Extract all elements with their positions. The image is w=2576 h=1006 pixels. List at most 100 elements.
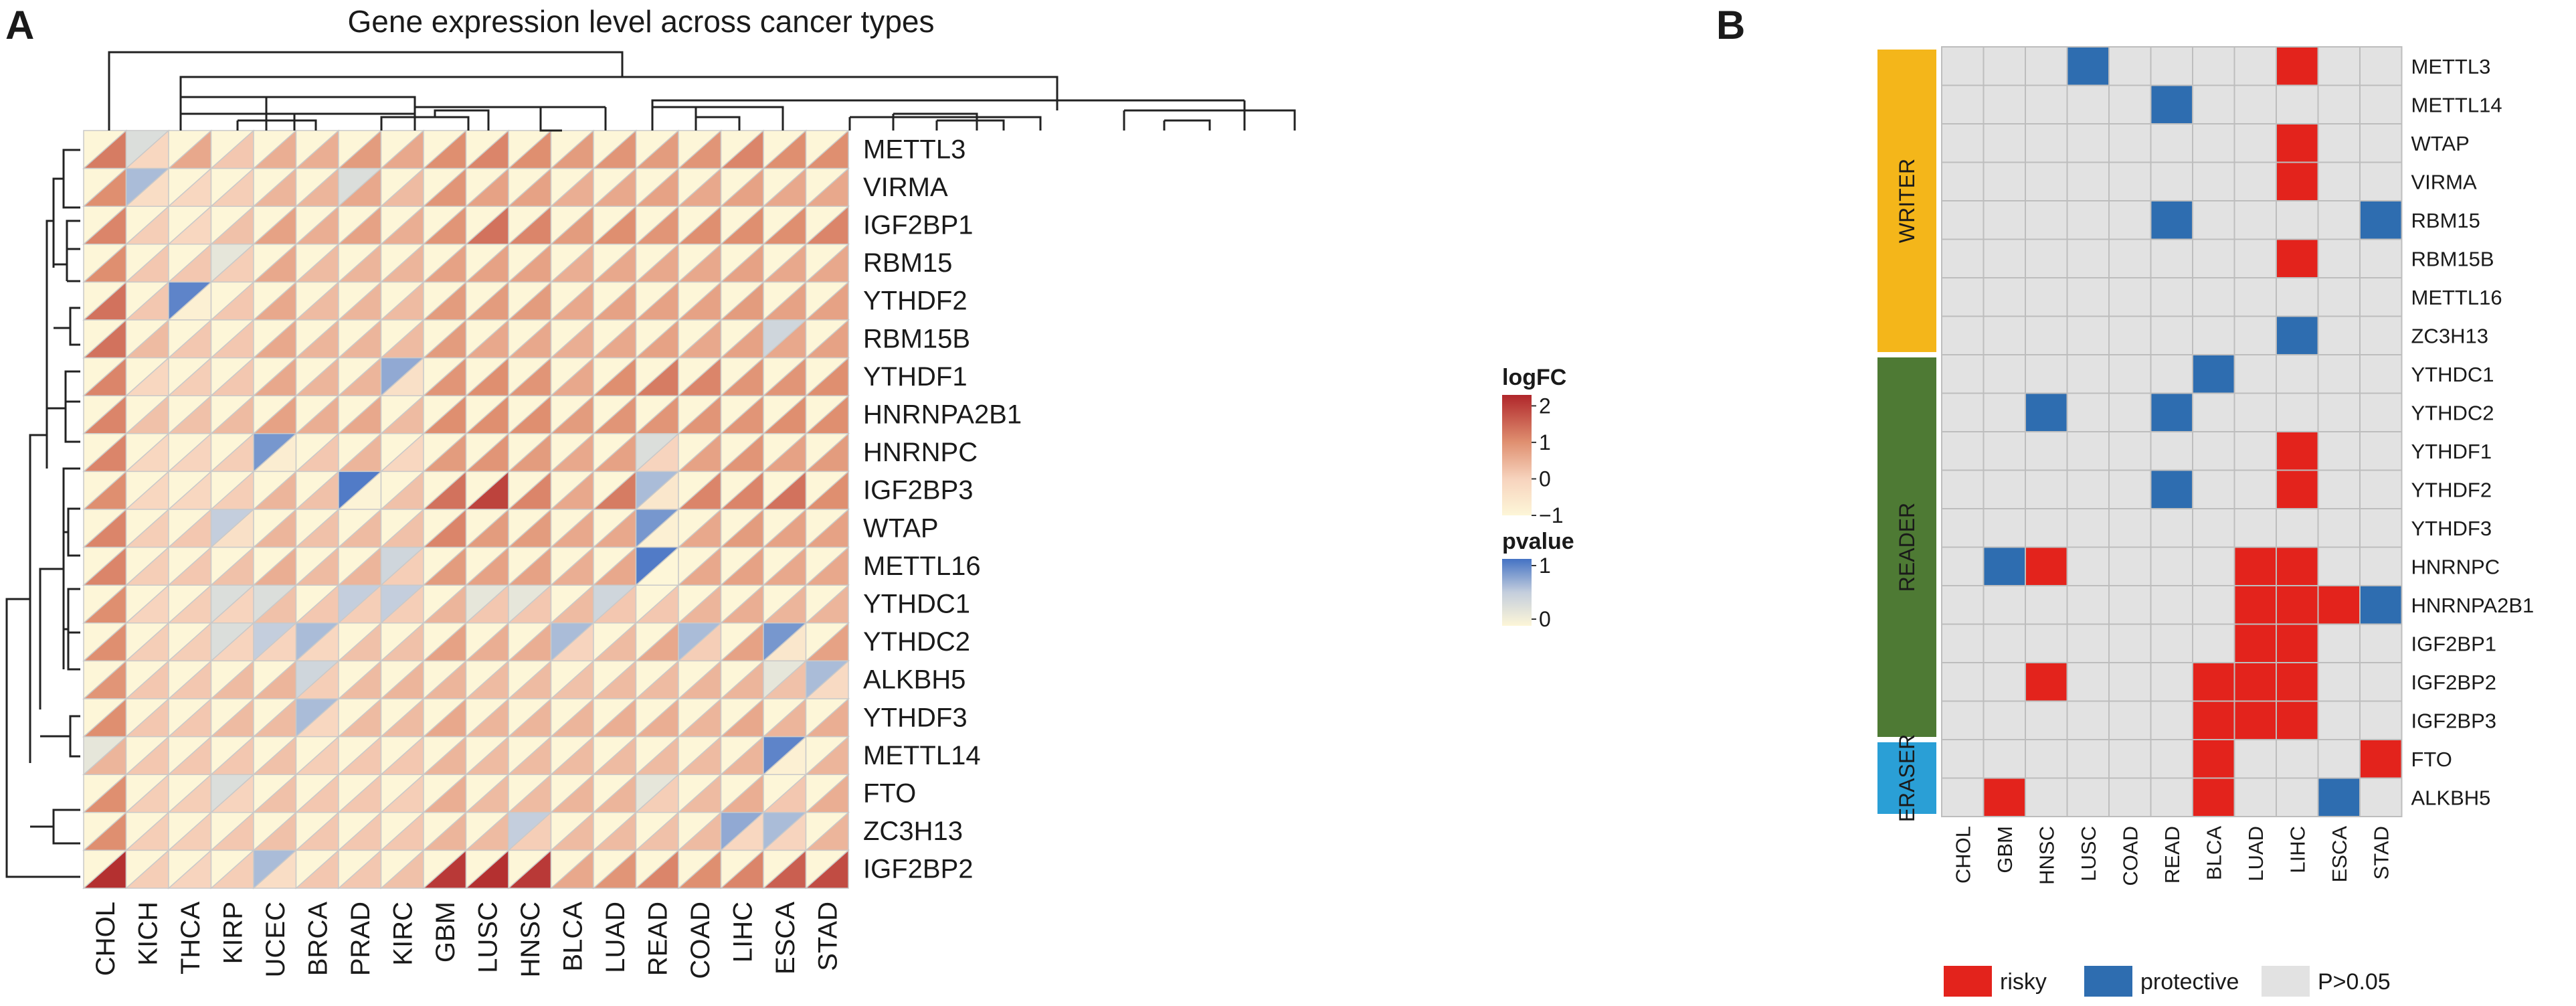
cell-pvalue-YTHDC1-COAD: [678, 584, 723, 624]
cell-METTL14-COAD: [2108, 84, 2152, 124]
cell-pvalue-YTHDC1-GBM: [423, 584, 468, 624]
logfc-tick-label: 0: [1539, 467, 1551, 491]
cell-pvalue-VIRMA-COAD: [678, 167, 723, 207]
cell-pvalue-WTAP-STAD: [805, 509, 850, 549]
cell-HNRNPC-COAD: [2108, 546, 2152, 586]
cell-pvalue-YTHDC1-UCEC: [253, 584, 298, 624]
cell-pvalue-YTHDF2-BLCA: [550, 281, 595, 321]
cell-pvalue-METTL16-BRCA: [295, 546, 340, 586]
column-label-BRCA: BRCA: [303, 902, 333, 976]
cell-pvalue-VIRMA-CHOL: [83, 167, 128, 207]
cell-pvalue-YTHDF2-GBM: [423, 281, 468, 321]
cell-RBM15-LIHC: [2276, 200, 2319, 240]
cell-pvalue-FTO-READ: [635, 774, 680, 814]
cell-METTL14-LUAD: [2233, 84, 2277, 124]
cell-pvalue-METTL3-KICH: [125, 130, 170, 170]
cell-HNRNPA2B1-HNSC: [2025, 585, 2068, 625]
cell-YTHDC1-READ: [2150, 354, 2193, 394]
cell-RBM15-COAD: [2108, 200, 2152, 240]
cell-YTHDC1-STAD: [2359, 354, 2403, 394]
pvalue-tick-label: 0: [1539, 607, 1551, 631]
cell-pvalue-FTO-KICH: [125, 774, 170, 814]
panel-b: B WRITER READER ERASER METTL3 METTL14 WTAP VI…: [1716, 3, 2534, 997]
cell-pvalue-HNRNPC-STAD: [805, 433, 850, 473]
cell-IGF2BP1-BLCA: [2192, 623, 2235, 663]
cell-pvalue-RBM15B-HNSC: [508, 319, 553, 359]
cell-pvalue-IGF2BP1-ESCA: [763, 205, 808, 246]
cell-pvalue-ZC3H13-PRAD: [338, 812, 383, 852]
cell-pvalue-FTO-HNSC: [508, 774, 553, 814]
column-label-GBM: GBM: [431, 902, 460, 962]
cell-pvalue-METTL16-LUAD: [593, 546, 638, 586]
cell-pvalue-WTAP-BLCA: [550, 509, 595, 549]
cell-YTHDC2-LUAD: [2233, 392, 2277, 432]
heatmap-b-cells: [1941, 46, 2403, 817]
cell-pvalue-ALKBH5-STAD: [805, 660, 850, 700]
cell-YTHDF3-GBM: [1983, 508, 2026, 548]
cell-pvalue-IGF2BP1-BLCA: [550, 205, 595, 246]
cell-pvalue-METTL14-UCEC: [253, 736, 298, 776]
cell-YTHDF1-LUSC: [2066, 431, 2110, 471]
cell-pvalue-YTHDF3-HNSC: [508, 698, 553, 738]
group-bar-eraser: [1877, 742, 1936, 814]
cell-YTHDF2-STAD: [2359, 469, 2403, 509]
cell-METTL16-LIHC: [2276, 277, 2319, 317]
cell-pvalue-IGF2BP3-LUAD: [593, 471, 638, 511]
cell-pvalue-RBM15B-KICH: [125, 319, 170, 359]
cell-pvalue-IGF2BP3-CHOL: [83, 471, 128, 511]
cell-pvalue-METTL14-PRAD: [338, 736, 383, 776]
cell-pvalue-IGF2BP3-COAD: [678, 471, 723, 511]
cell-IGF2BP2-COAD: [2108, 662, 2152, 702]
cell-pvalue-METTL16-PRAD: [338, 546, 383, 586]
cell-pvalue-IGF2BP3-UCEC: [253, 471, 298, 511]
row-label-METTL14: METTL14: [863, 741, 981, 770]
cell-pvalue-YTHDF2-COAD: [678, 281, 723, 321]
cell-pvalue-ZC3H13-KICH: [125, 812, 170, 852]
cell-pvalue-RBM15B-LUSC: [465, 319, 510, 359]
heatmap-b-column-labels: CHOL GBM HNSC LUSC COAD READ BLCA LUAD LIHC ESCA S…: [1951, 826, 2393, 886]
cell-pvalue-YTHDC2-BLCA: [550, 622, 595, 663]
cell-pvalue-FTO-LUAD: [593, 774, 638, 814]
cell-pvalue-METTL3-BLCA: [550, 130, 595, 170]
cell-HNRNPC-BLCA: [2192, 546, 2235, 586]
cell-pvalue-FTO-ESCA: [763, 774, 808, 814]
cell-pvalue-HNRNPA2B1-BRCA: [295, 395, 340, 435]
cell-pvalue-ZC3H13-STAD: [805, 812, 850, 852]
cell-METTL14-LIHC: [2276, 84, 2319, 124]
cell-pvalue-YTHDC1-LUAD: [593, 584, 638, 624]
cell-pvalue-IGF2BP3-READ: [635, 471, 680, 511]
cell-pvalue-VIRMA-HNSC: [508, 167, 553, 207]
cell-pvalue-WTAP-READ: [635, 509, 680, 549]
cell-IGF2BP1-HNSC: [2025, 623, 2068, 663]
cell-ZC3H13-LIHC: [2276, 315, 2319, 355]
cell-pvalue-IGF2BP1-BRCA: [295, 205, 340, 246]
cell-HNRNPC-CHOL: [1941, 546, 1985, 586]
cell-HNRNPC-LUSC: [2066, 546, 2110, 586]
cell-pvalue-METTL14-COAD: [678, 736, 723, 776]
cell-METTL3-COAD: [2108, 46, 2152, 86]
cell-pvalue-METTL14-KICH: [125, 736, 170, 776]
cell-IGF2BP2-CHOL: [1941, 662, 1985, 702]
cell-YTHDF1-LUAD: [2233, 431, 2277, 471]
cell-pvalue-ZC3H13-KIRC: [380, 812, 425, 852]
cell-pvalue-HNRNPA2B1-UCEC: [253, 395, 298, 435]
b-row-label-YTHDF1: YTHDF1: [2411, 440, 2492, 463]
cell-pvalue-VIRMA-THCA: [168, 167, 213, 207]
cell-pvalue-VIRMA-UCEC: [253, 167, 298, 207]
cell-pvalue-IGF2BP1-UCEC: [253, 205, 298, 246]
cell-pvalue-RBM15B-STAD: [805, 319, 850, 359]
cell-pvalue-IGF2BP3-ESCA: [763, 471, 808, 511]
cell-pvalue-HNRNPA2B1-KICH: [125, 395, 170, 435]
cell-pvalue-YTHDC2-GBM: [423, 622, 468, 663]
cell-VIRMA-LUSC: [2066, 161, 2110, 201]
cell-pvalue-IGF2BP3-BRCA: [295, 471, 340, 511]
cell-pvalue-ALKBH5-READ: [635, 660, 680, 700]
cell-pvalue-ZC3H13-GBM: [423, 812, 468, 852]
cell-YTHDC2-READ: [2150, 392, 2193, 432]
cell-pvalue-METTL16-KIRC: [380, 546, 425, 586]
cell-pvalue-RBM15-ESCA: [763, 244, 808, 284]
legend-swatch-protective: [2084, 966, 2132, 997]
cell-METTL3-LUAD: [2233, 46, 2277, 86]
cell-pvalue-YTHDF3-LIHC: [720, 698, 765, 738]
cell-pvalue-RBM15-STAD: [805, 244, 850, 284]
